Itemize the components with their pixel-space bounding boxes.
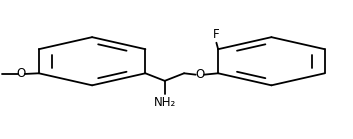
Text: NH₂: NH₂ [154, 96, 176, 109]
Text: O: O [195, 68, 204, 81]
Text: O: O [17, 67, 26, 80]
Text: F: F [213, 28, 220, 41]
